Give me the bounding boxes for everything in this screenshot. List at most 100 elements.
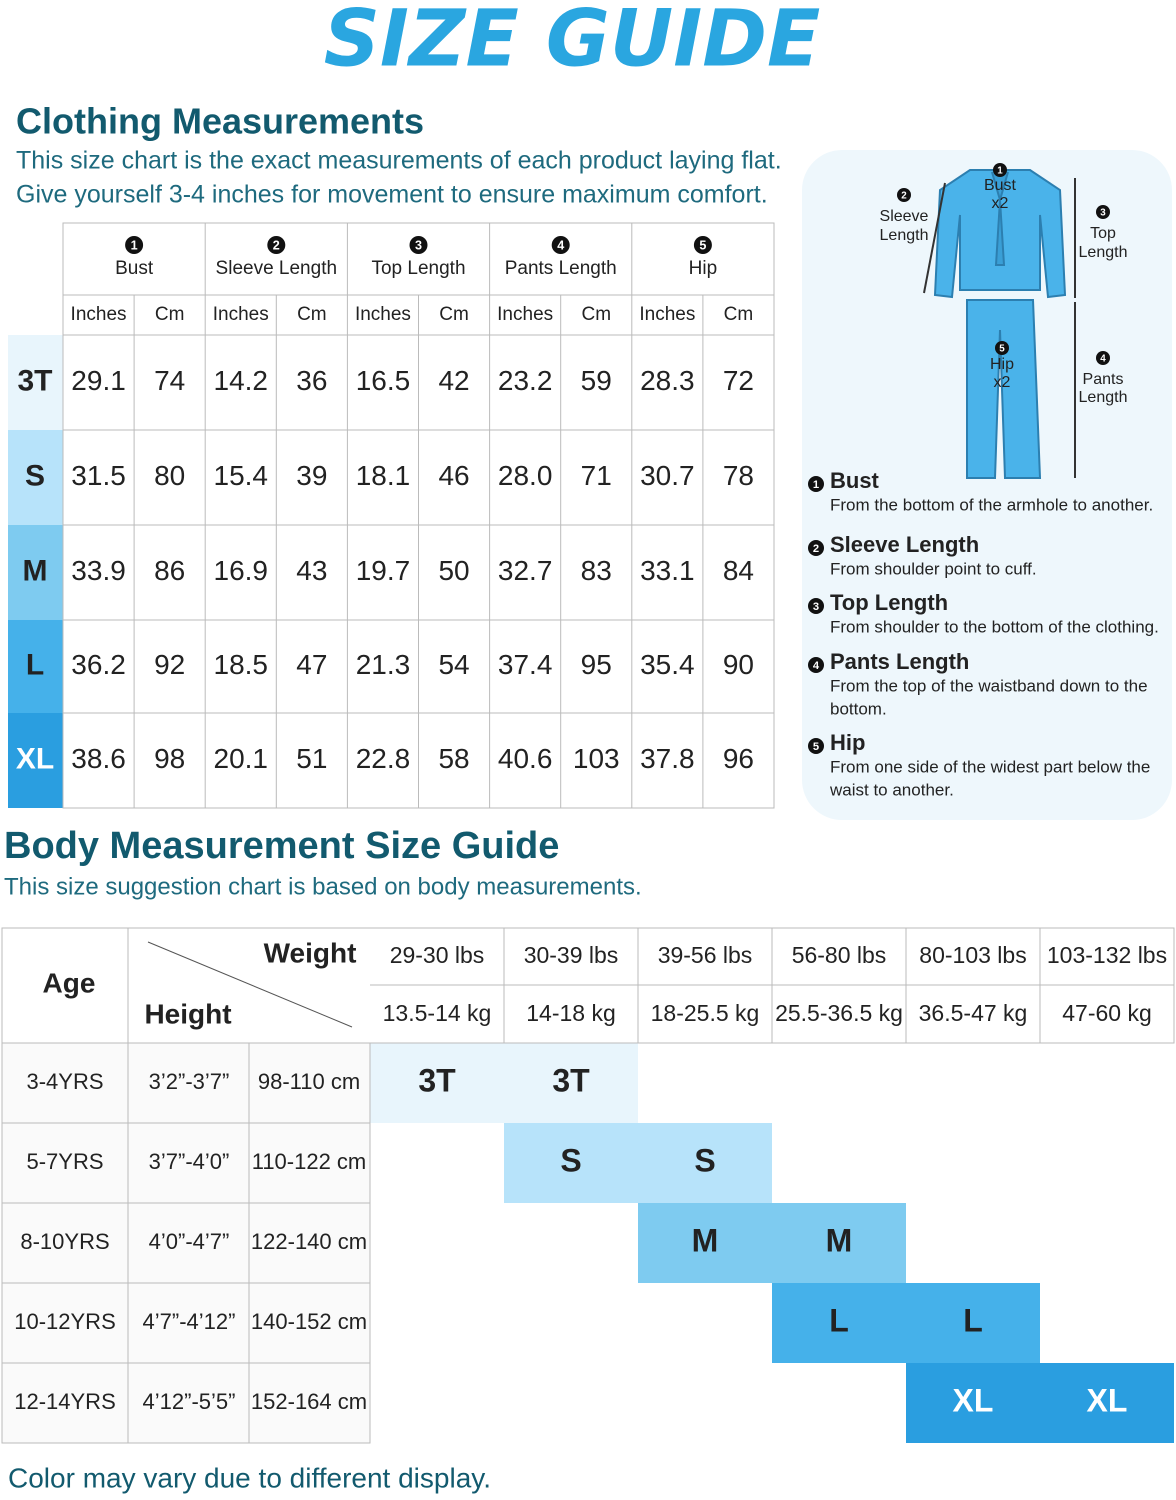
definition-text: From one side of the widest part below t… bbox=[830, 757, 1150, 776]
measurement: 28.3 bbox=[640, 365, 695, 396]
diagram-label: Length bbox=[1079, 389, 1128, 406]
measurement: 50 bbox=[438, 555, 469, 586]
measurement: 47 bbox=[296, 649, 327, 680]
unit-header: Inches bbox=[497, 304, 553, 325]
size-label: L bbox=[26, 648, 44, 681]
column-header: Pants Length bbox=[505, 258, 617, 279]
measurement: 51 bbox=[296, 743, 327, 774]
size-label: S bbox=[694, 1142, 715, 1178]
badge-number: 1 bbox=[997, 166, 1003, 177]
measurement: 19.7 bbox=[356, 555, 411, 586]
measurement: 96 bbox=[723, 743, 754, 774]
age: 3-4YRS bbox=[26, 1069, 103, 1094]
measurement: 20.1 bbox=[214, 743, 269, 774]
measurement: 32.7 bbox=[498, 555, 553, 586]
page-title: SIZE GUIDE bbox=[324, 0, 821, 84]
weight-kg: 47-60 kg bbox=[1062, 1000, 1152, 1026]
unit-header: Inches bbox=[71, 304, 127, 325]
size-label: L bbox=[829, 1302, 849, 1338]
height-ft: 4’0”-4’7” bbox=[149, 1229, 230, 1254]
size-cell bbox=[370, 1043, 504, 1123]
size-cell bbox=[906, 1283, 1040, 1363]
unit-header: Inches bbox=[213, 304, 269, 325]
dimension-lines bbox=[923, 178, 1076, 478]
size-label: XL bbox=[953, 1382, 994, 1418]
weight-kg: 36.5-47 kg bbox=[919, 1000, 1028, 1026]
header: Height bbox=[144, 998, 231, 1029]
header: Age bbox=[43, 967, 96, 998]
number-badge bbox=[693, 236, 712, 254]
height-cm: 152-164 cm bbox=[251, 1389, 367, 1414]
definition-term: Sleeve Length bbox=[830, 532, 979, 557]
badge-number: 4 bbox=[557, 238, 564, 252]
unit-header: Cm bbox=[724, 304, 754, 325]
measurement: 23.2 bbox=[498, 365, 553, 396]
measurement: 80 bbox=[154, 460, 185, 491]
size-label: M bbox=[826, 1222, 853, 1258]
number-badge bbox=[409, 236, 428, 254]
unit-header: Cm bbox=[439, 304, 469, 325]
left-columns-bg bbox=[2, 1043, 370, 1443]
height-ft: 4’12”-5’5” bbox=[143, 1389, 236, 1414]
size-label: 3T bbox=[418, 1062, 456, 1098]
size-cell bbox=[8, 713, 63, 808]
measurement: 31.5 bbox=[71, 460, 126, 491]
size-cell bbox=[906, 1363, 1040, 1443]
measurement: 33.9 bbox=[71, 555, 126, 586]
height-cm: 122-140 cm bbox=[251, 1229, 367, 1254]
weight-lbs: 80-103 lbs bbox=[919, 942, 1026, 968]
age: 12-14YRS bbox=[14, 1389, 116, 1414]
size-label: 3T bbox=[17, 364, 52, 397]
measurement: 83 bbox=[581, 555, 612, 586]
weight-lbs: 56-80 lbs bbox=[792, 942, 887, 968]
measurement: 14.2 bbox=[214, 365, 269, 396]
definition-term: Hip bbox=[830, 730, 865, 755]
badge-number: 3 bbox=[415, 238, 422, 252]
badge-number: 2 bbox=[901, 191, 907, 202]
number-badge bbox=[267, 236, 286, 254]
unit-header: Cm bbox=[155, 304, 185, 325]
weight-kg: 18-25.5 kg bbox=[651, 1000, 760, 1026]
measurement: 71 bbox=[581, 460, 612, 491]
diagram-label: Hip bbox=[990, 356, 1014, 373]
weight-kg: 13.5-14 kg bbox=[383, 1000, 492, 1026]
definition-term: Bust bbox=[830, 468, 880, 493]
section-description: This size suggestion chart is based on b… bbox=[4, 873, 642, 900]
diagram-panel bbox=[802, 150, 1172, 820]
size-cell bbox=[8, 620, 63, 713]
number-badge bbox=[1096, 205, 1110, 219]
badge-number: 3 bbox=[813, 601, 819, 613]
measurement: 38.6 bbox=[71, 743, 126, 774]
measurement: 29.1 bbox=[71, 365, 126, 396]
measurement: 98 bbox=[154, 743, 185, 774]
weight-lbs: 103-132 lbs bbox=[1047, 942, 1167, 968]
unit-header: Cm bbox=[297, 304, 327, 325]
definition-text: From the bottom of the armhole to anothe… bbox=[830, 495, 1153, 514]
measurement: 103 bbox=[573, 743, 620, 774]
size-label: S bbox=[560, 1142, 581, 1178]
table-border bbox=[1, 1042, 371, 1444]
measurement: 92 bbox=[154, 649, 185, 680]
section-heading: Body Measurement Size Guide bbox=[4, 825, 559, 867]
section-description: This size chart is the exact measurement… bbox=[16, 147, 782, 175]
section-description: Give yourself 3-4 inches for movement to… bbox=[16, 181, 768, 209]
definition-text: From shoulder point to cuff. bbox=[830, 559, 1037, 578]
unit-header: Inches bbox=[355, 304, 411, 325]
weight-lbs: 39-56 lbs bbox=[658, 942, 753, 968]
pajama-illustration bbox=[933, 169, 1067, 479]
badge-number: 5 bbox=[813, 741, 819, 753]
measurement: 59 bbox=[581, 365, 612, 396]
badge-number: 1 bbox=[813, 479, 819, 491]
diagram-label: Bust bbox=[984, 177, 1017, 194]
unit-header: Inches bbox=[639, 304, 695, 325]
size-label: 3T bbox=[552, 1062, 590, 1098]
badge-number: 1 bbox=[131, 238, 138, 252]
number-badge bbox=[808, 476, 824, 492]
number-badge bbox=[808, 738, 824, 754]
measurement: 28.0 bbox=[498, 460, 553, 491]
height-cm: 98-110 cm bbox=[258, 1069, 360, 1094]
measurement: 58 bbox=[438, 743, 469, 774]
diagram-label: Top bbox=[1090, 225, 1116, 242]
definition-text: From shoulder to the bottom of the cloth… bbox=[830, 617, 1159, 636]
measurement: 21.3 bbox=[356, 649, 411, 680]
